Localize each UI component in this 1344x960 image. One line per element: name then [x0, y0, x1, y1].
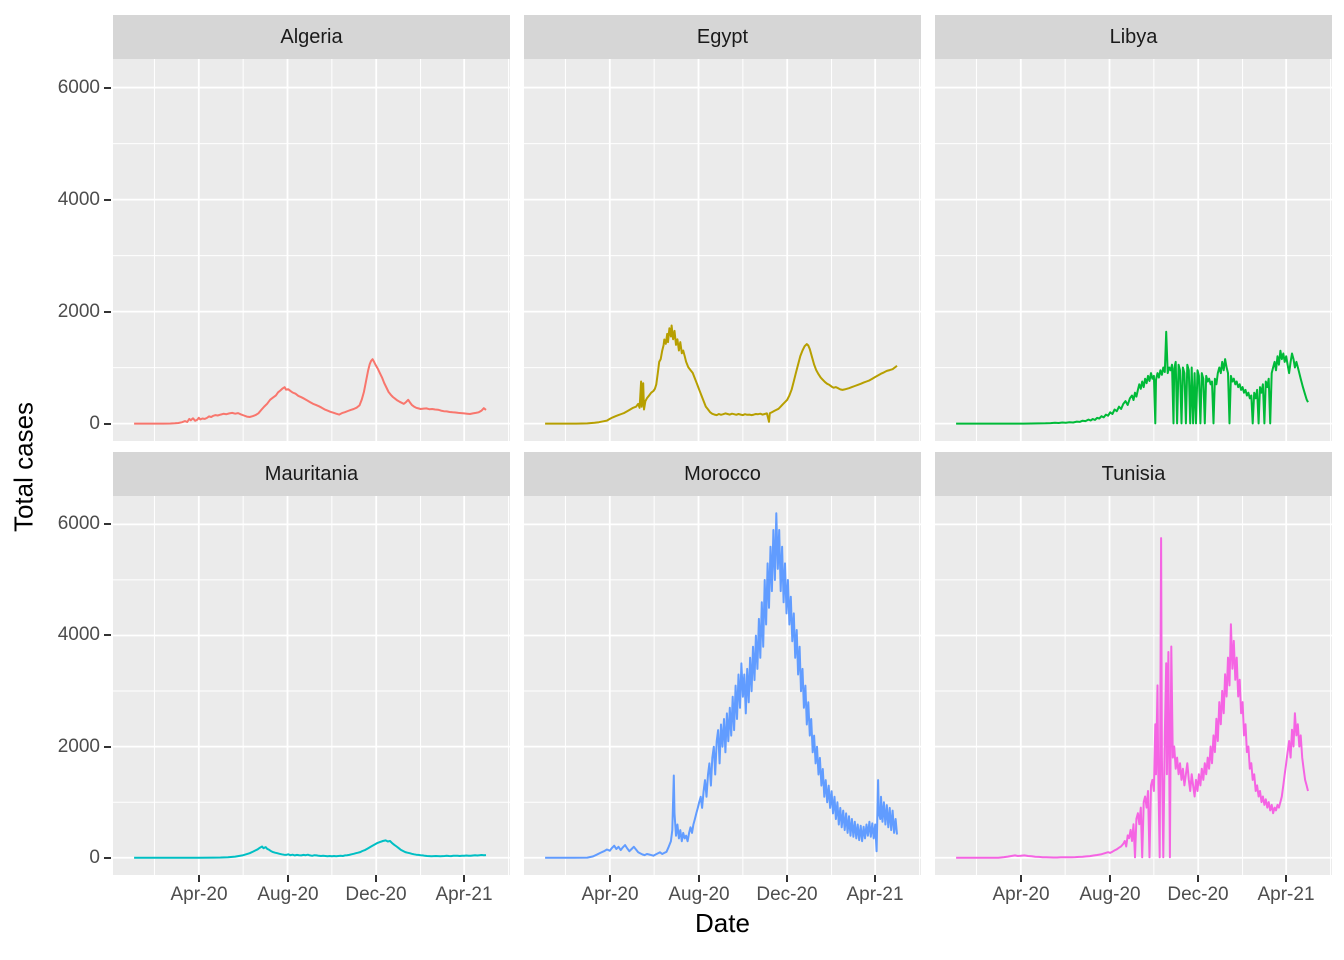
- facet-panel-mauritania: [113, 496, 510, 875]
- line-series-egypt: [545, 324, 898, 425]
- panel-background: [524, 496, 921, 875]
- y-tick-mark-6000-row1: [104, 87, 111, 89]
- x-tick-mark-Apr-20-col2: [609, 875, 611, 882]
- line-series-morocco: [545, 512, 898, 859]
- x-tick-label-Apr-20-col2: Apr-20: [581, 884, 639, 905]
- y-tick-label-2000-row2: 2000: [57, 736, 100, 757]
- x-tick-label-Dec-20-col2: Dec-20: [756, 884, 818, 905]
- line-series-libya: [956, 330, 1309, 425]
- x-tick-mark-Apr-20-col1: [198, 875, 200, 882]
- x-tick-mark-Apr-21-col1: [463, 875, 465, 882]
- x-tick-mark-Aug-20-col3: [1109, 875, 1111, 882]
- facet-label-morocco: Morocco: [684, 462, 761, 485]
- x-tick-label-Apr-20-col1: Apr-20: [170, 884, 228, 905]
- x-tick-mark-Aug-20-col2: [698, 875, 700, 882]
- x-tick-label-Apr-21-col1: Apr-21: [435, 884, 493, 905]
- x-tick-mark-Apr-20-col3: [1020, 875, 1022, 882]
- y-tick-label-4000-row1: 4000: [57, 189, 100, 210]
- y-axis-title: Total cases: [8, 401, 39, 533]
- x-tick-label-Apr-21-col2: Apr-21: [846, 884, 904, 905]
- facet-panel-egypt: [524, 59, 921, 441]
- panel-background: [935, 496, 1332, 875]
- line-series-tunisia: [956, 537, 1309, 859]
- y-tick-mark-0-row1: [104, 423, 111, 425]
- x-tick-label-Apr-20-col3: Apr-20: [992, 884, 1050, 905]
- y-tick-label-2000-row1: 2000: [57, 301, 100, 322]
- y-tick-mark-2000-row1: [104, 311, 111, 313]
- y-tick-mark-0-row2: [104, 857, 111, 859]
- panel-background: [113, 59, 510, 441]
- facet-label-tunisia: Tunisia: [1101, 462, 1166, 485]
- facet-strip-mauritania: Mauritania: [113, 452, 510, 496]
- panel-background: [524, 59, 921, 441]
- x-tick-label-Aug-20-col2: Aug-20: [668, 884, 730, 905]
- panel-background: [935, 59, 1332, 441]
- x-tick-mark-Dec-20-col3: [1197, 875, 1199, 882]
- x-tick-mark-Aug-20-col1: [287, 875, 289, 882]
- line-series-algeria: [134, 358, 487, 425]
- facet-panel-tunisia: [935, 496, 1332, 875]
- line-series-mauritania: [134, 839, 487, 859]
- facet-label-mauritania: Mauritania: [264, 462, 359, 485]
- facet-strip-morocco: Morocco: [524, 452, 921, 496]
- x-tick-mark-Apr-21-col3: [1285, 875, 1287, 882]
- facet-label-egypt: Egypt: [696, 25, 749, 48]
- facet-strip-egypt: Egypt: [524, 15, 921, 59]
- x-tick-label-Dec-20-col1: Dec-20: [345, 884, 407, 905]
- y-tick-label-6000-row2: 6000: [57, 513, 100, 534]
- y-tick-label-0-row1: 0: [89, 413, 100, 434]
- y-tick-mark-2000-row2: [104, 746, 111, 748]
- facet-panel-libya: [935, 59, 1332, 441]
- x-tick-mark-Apr-21-col2: [874, 875, 876, 882]
- x-tick-label-Aug-20-col3: Aug-20: [1079, 884, 1141, 905]
- y-tick-mark-4000-row2: [104, 634, 111, 636]
- y-tick-mark-4000-row1: [104, 199, 111, 201]
- y-tick-label-6000-row1: 6000: [57, 77, 100, 98]
- y-tick-mark-6000-row2: [104, 523, 111, 525]
- y-tick-label-0-row2: 0: [89, 847, 100, 868]
- x-axis-title: Date: [695, 908, 750, 938]
- facet-label-algeria: Algeria: [280, 25, 343, 48]
- facet-strip-tunisia: Tunisia: [935, 452, 1332, 496]
- facet-panel-algeria: [113, 59, 510, 441]
- facet-strip-algeria: Algeria: [113, 15, 510, 59]
- x-tick-mark-Dec-20-col1: [375, 875, 377, 882]
- x-tick-label-Apr-21-col3: Apr-21: [1257, 884, 1315, 905]
- y-tick-label-4000-row2: 4000: [57, 624, 100, 645]
- x-tick-label-Aug-20-col1: Aug-20: [257, 884, 319, 905]
- x-tick-mark-Dec-20-col2: [786, 875, 788, 882]
- facet-panel-morocco: [524, 496, 921, 875]
- x-tick-label-Dec-20-col3: Dec-20: [1167, 884, 1229, 905]
- facet-strip-libya: Libya: [935, 15, 1332, 59]
- panel-background: [113, 496, 510, 875]
- facet-label-libya: Libya: [1109, 25, 1158, 48]
